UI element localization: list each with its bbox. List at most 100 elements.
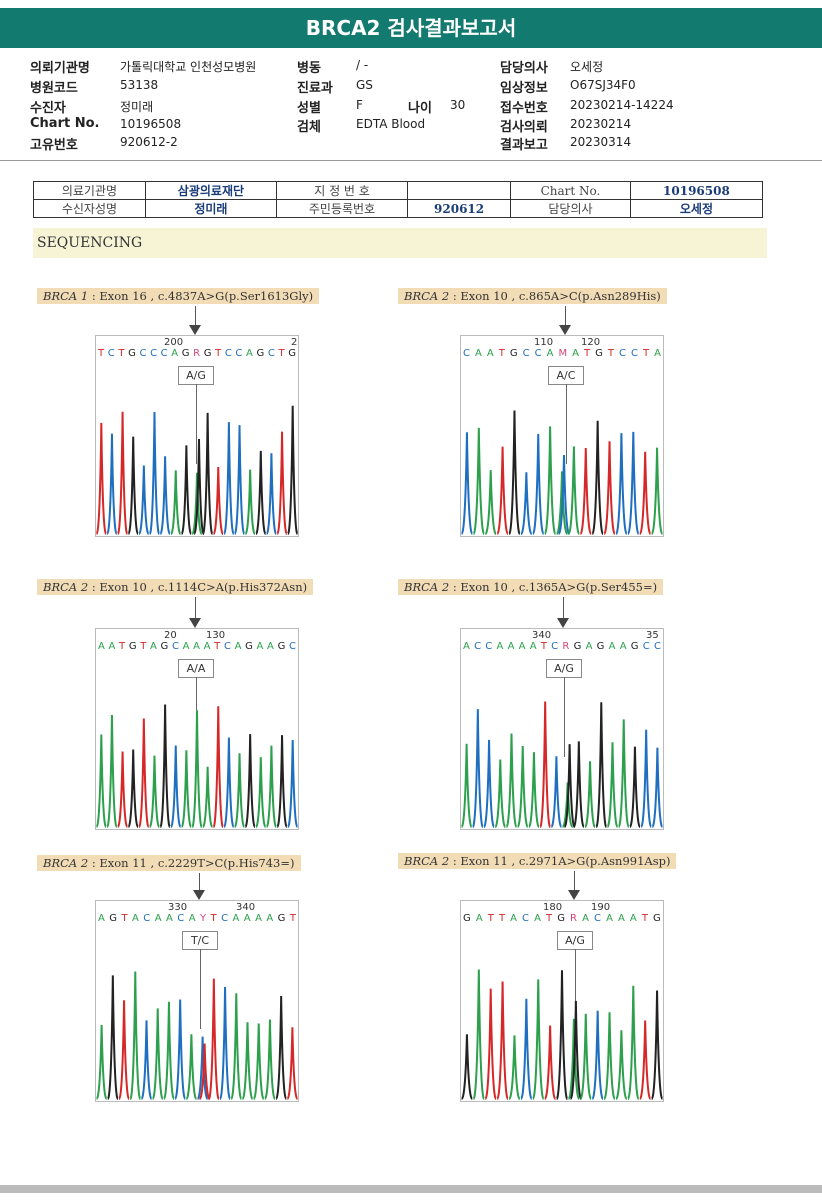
trace-peak [461, 1034, 474, 1100]
base-call: A [546, 348, 554, 359]
info-label: 결과보고 [500, 138, 548, 153]
trace-peak [201, 412, 214, 535]
trace-peak [286, 1027, 298, 1100]
age-label: 나이 [408, 101, 432, 116]
position-number: 20 [164, 630, 177, 641]
info-value: 10196508 [120, 117, 182, 131]
trace-plot [96, 405, 298, 535]
footer-bar [0, 1185, 822, 1193]
trace-peak [569, 1000, 583, 1100]
trace-peak [162, 1001, 175, 1100]
chromatogram: 330 340 A G T A C A A C A Y T C A A A A G T T/C [95, 900, 299, 1102]
base-call: A [171, 348, 179, 359]
gene-name: BRCA 2 [404, 854, 450, 868]
base-call: A [496, 641, 504, 652]
base-call: C [235, 348, 243, 359]
base-call: G [653, 913, 661, 924]
trace-peak [508, 410, 521, 535]
base-call: G [277, 641, 286, 652]
base-call: A [510, 913, 517, 924]
base-call: G [160, 641, 169, 652]
trace-peak [255, 450, 267, 535]
marker-line [564, 677, 565, 757]
trace-peak [550, 756, 563, 828]
chromatogram: 110 120 C A A T G C C A M A T G T C C T A A/C [460, 335, 664, 537]
position-number: 190 [591, 902, 611, 913]
base-call: R [193, 348, 201, 359]
info-value: GS [356, 78, 373, 92]
trace-peak [617, 719, 630, 828]
trace-peak [484, 988, 498, 1100]
base-call: C [522, 348, 530, 359]
base-call: C [223, 641, 231, 652]
trace-peak [638, 1020, 652, 1100]
base-call: T [278, 348, 285, 359]
info-label: 검사의뢰 [500, 120, 548, 135]
base-call: Y [199, 913, 207, 924]
base-call: G [596, 641, 605, 652]
trace-peak [603, 1012, 616, 1100]
variant-desc: : Exon 11 , c.2971A>G(p.Asn991Asp) [449, 854, 671, 868]
trace-peak [505, 733, 518, 828]
trace-peak [472, 969, 486, 1100]
variant-label: BRCA 2 : Exon 10 , c.1114C>A(p.His372Asn… [37, 579, 314, 595]
trace-peak [626, 431, 640, 535]
gene-name: BRCA 2 [404, 580, 450, 594]
base-call: G [245, 641, 253, 652]
base-call: A [654, 348, 661, 359]
trace-peak [584, 761, 597, 828]
base-call: A [475, 913, 483, 924]
trace-peak [628, 746, 641, 828]
trace-peak [180, 445, 193, 535]
trace-peak [483, 739, 496, 828]
position-number: 200 [164, 337, 184, 348]
info-label: 검체 [297, 120, 321, 135]
base-call: G [573, 641, 582, 652]
trace-plot [461, 969, 663, 1100]
base-call: C [177, 913, 185, 924]
base-call: C [143, 913, 151, 924]
info-label: 고유번호 [30, 138, 78, 153]
base-call: A [606, 913, 613, 924]
trace-peak [496, 981, 509, 1100]
base-call: A [507, 641, 515, 652]
base-call: T [215, 348, 222, 359]
variant-label: BRCA 2 : Exon 11 , c.2971A>G(p.Asn991Asp… [398, 853, 677, 869]
trace-peak [557, 455, 571, 535]
base-call: T [98, 348, 105, 359]
base-call: A [255, 913, 262, 924]
base-call: T [119, 641, 126, 652]
trace-peak [572, 741, 585, 828]
base-call: A [150, 641, 157, 652]
base-call: T [214, 641, 221, 652]
genotype: A/C [548, 366, 584, 385]
trace-plot [96, 971, 298, 1100]
trace-peak [276, 735, 288, 828]
cell: 주민등록번호 [275, 199, 409, 218]
base-call: A [243, 913, 251, 924]
base-call: A [203, 641, 211, 652]
trace-plot [461, 701, 663, 828]
position-number: 330 [168, 902, 188, 913]
base-call: C [288, 641, 296, 652]
variant-desc: : Exon 11 , c.2229T>C(p.His743=) [88, 856, 295, 870]
trace-peak [116, 411, 129, 535]
info-label: 병원코드 [30, 81, 78, 96]
variant-desc: : Exon 16 , c.4837A>G(p.Ser1613Gly) [88, 289, 314, 303]
trace-peak [233, 753, 246, 828]
base-call: T [643, 348, 650, 359]
trace-peak [230, 993, 243, 1100]
trace-peak [461, 743, 473, 828]
info-label: 담당의사 [500, 61, 548, 76]
arrow-down-icon [189, 597, 201, 628]
variant-label: BRCA 2 : Exon 10 , c.1365A>G(p.Ser455=) [398, 579, 664, 595]
section-heading: SEQUENCING [33, 228, 767, 258]
position-number: 340 [236, 902, 256, 913]
marker-line [566, 384, 567, 464]
marker-line [200, 949, 201, 1029]
base-call: A [534, 913, 541, 924]
variant-desc: : Exon 10 , c.1365A>G(p.Ser455=) [449, 580, 658, 594]
info-value: EDTA Blood [356, 117, 426, 131]
trace-peak [193, 438, 205, 535]
